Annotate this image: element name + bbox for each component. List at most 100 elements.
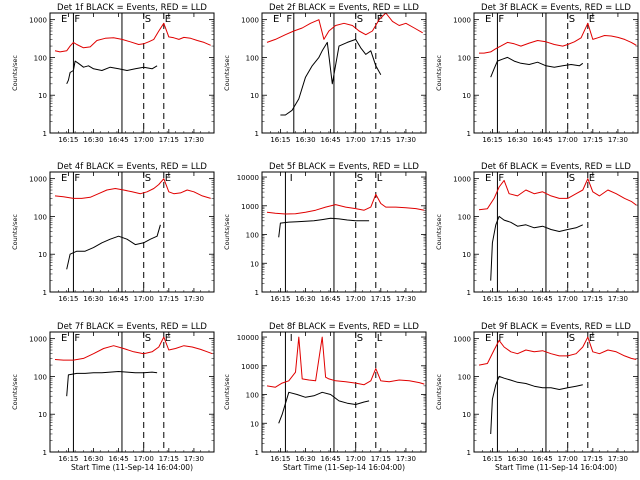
y-tick-label: 100 [458, 373, 471, 381]
y-tick-label: 1 [43, 130, 47, 138]
x-tick-label: 17:30 [184, 295, 204, 303]
x-tick-label: 16:45 [321, 136, 341, 144]
x-tick-label: 16:30 [507, 295, 527, 303]
x-tick-label: 16:15 [482, 136, 502, 144]
x-tick-label: 16:30 [83, 136, 103, 144]
x-tick-label: 16:30 [83, 295, 103, 303]
panel-6: Det 6f BLACK = Events, RED = LLD Counts/s… [435, 162, 639, 303]
panel-2: Det 2f BLACK = Events, RED = LLD Counts/s… [223, 3, 427, 144]
y-tick-label: 10 [38, 251, 47, 259]
series-events-line [278, 391, 370, 424]
event-marker-label: E [273, 14, 279, 25]
y-tick-label: 1000 [453, 17, 471, 25]
y-tick-label: 1 [467, 289, 471, 297]
x-tick-label: 16:45 [109, 136, 129, 144]
x-tick-label: 16:45 [321, 295, 341, 303]
plot-frame [261, 171, 427, 293]
event-marker-label: E [589, 333, 595, 344]
y-tick-label: 10 [462, 92, 471, 100]
plot-frame [473, 171, 639, 293]
y-tick-label: 10000 [237, 334, 259, 342]
series-lld-line [266, 193, 425, 215]
y-axis-label: Counts/sec [435, 55, 443, 91]
x-tick-label: 17:30 [608, 455, 628, 463]
y-axis-label: Counts/sec [223, 374, 231, 410]
panel-title: Det 9f BLACK = Events, RED = LLD [481, 322, 631, 332]
x-tick-label: 16:15 [270, 455, 290, 463]
y-tick-label: 1 [255, 449, 259, 457]
x-tick-label: 17:15 [583, 136, 603, 144]
y-tick-label: 1 [467, 449, 471, 457]
panel-9: Det 9f BLACK = Events, RED = LLD Counts/s… [435, 322, 639, 472]
y-tick-label: 1 [255, 130, 259, 138]
event-marker-label: F [286, 14, 292, 25]
x-tick-label: 16:45 [533, 455, 553, 463]
x-tick-label: 16:30 [507, 136, 527, 144]
y-axis-label: Counts/sec [223, 214, 231, 250]
x-tick-label: 17:00 [346, 455, 366, 463]
y-tick-label: 100 [34, 373, 47, 381]
x-tick-label: 16:15 [58, 136, 78, 144]
x-tick-label: 16:15 [58, 295, 78, 303]
y-tick-label: 10 [38, 411, 47, 419]
x-tick-label: 17:15 [159, 295, 179, 303]
y-tick-label: 1000 [241, 17, 259, 25]
event-marker-label: E [61, 173, 67, 184]
x-tick-label: 16:45 [109, 295, 129, 303]
y-tick-label: 100 [246, 392, 259, 400]
event-marker-label: E [165, 14, 171, 25]
y-axis-label: Counts/sec [435, 214, 443, 250]
series-lld-line [266, 12, 423, 43]
x-tick-label: 16:15 [270, 136, 290, 144]
panel-title: Det 5f BLACK = Events, RED = LLD [269, 162, 419, 172]
event-marker-label: S [145, 14, 151, 25]
x-tick-label: 17:15 [159, 455, 179, 463]
event-marker-label: F [74, 333, 80, 344]
event-marker-label: E [485, 173, 491, 184]
series-events-line [280, 38, 382, 116]
series-lld-line [54, 178, 211, 199]
x-tick-label: 16:45 [109, 455, 129, 463]
event-marker-label: S [569, 14, 575, 25]
event-marker-label: E [589, 173, 595, 184]
series-events-line [490, 215, 584, 281]
series-lld-line [54, 22, 211, 53]
event-marker-label: E [61, 14, 67, 25]
x-tick-label: 16:30 [295, 455, 315, 463]
event-marker-label: E [165, 173, 171, 184]
y-tick-label: 10000 [237, 174, 259, 182]
x-tick-label: 16:15 [482, 295, 502, 303]
x-tick-label: 17:15 [371, 455, 391, 463]
series-events-line [490, 56, 584, 78]
y-axis-label: Counts/sec [11, 55, 19, 91]
x-tick-label: 17:30 [184, 455, 204, 463]
y-tick-label: 1 [43, 289, 47, 297]
series-events-line [490, 375, 583, 435]
y-tick-label: 1000 [241, 203, 259, 211]
event-marker-label: S [569, 173, 575, 184]
event-marker-label: S [145, 173, 151, 184]
event-marker-label: E [485, 333, 491, 344]
panel-1: Det 1f BLACK = Events, RED = LLD Counts/s… [11, 3, 215, 144]
x-tick-label: 16:15 [482, 455, 502, 463]
panel-title: Det 2f BLACK = Events, RED = LLD [269, 3, 419, 13]
y-tick-label: 100 [458, 213, 471, 221]
x-tick-label: 17:30 [396, 455, 416, 463]
x-tick-label: 17:00 [134, 136, 154, 144]
panel-title: Det 8f BLACK = Events, RED = LLD [269, 322, 419, 332]
event-marker-label: S [357, 14, 363, 25]
y-tick-label: 10 [38, 92, 47, 100]
x-tick-label: 16:45 [533, 136, 553, 144]
y-tick-label: 100 [246, 232, 259, 240]
event-marker-label: I [290, 333, 293, 344]
plot-frame [49, 12, 215, 134]
plot-frame [473, 12, 639, 134]
x-tick-label: 16:45 [533, 295, 553, 303]
event-marker-label: E [589, 14, 595, 25]
y-tick-label: 100 [458, 54, 471, 62]
event-marker-label: L [377, 173, 383, 184]
x-tick-label: 17:30 [608, 295, 628, 303]
y-tick-label: 1000 [453, 176, 471, 184]
event-marker-label: I [290, 173, 293, 184]
y-tick-label: 1000 [453, 336, 471, 344]
